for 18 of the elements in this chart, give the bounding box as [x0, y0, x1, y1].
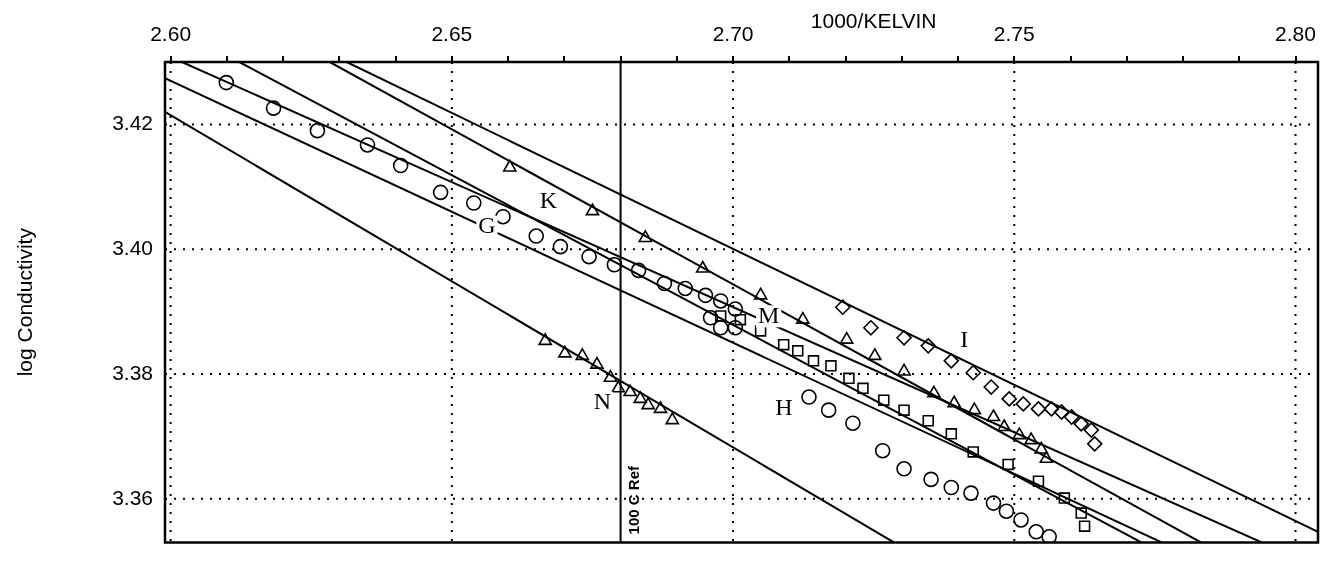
x-tick-label: 2.75	[993, 22, 1035, 46]
y-tick-label: 3.38	[112, 360, 153, 384]
annotation: K	[539, 187, 558, 214]
y-axis-title: log Conductivity	[13, 227, 37, 377]
annotation: G	[478, 212, 496, 239]
x-tick-label: 2.60	[150, 22, 192, 46]
x-tick-label: 2.65	[431, 22, 473, 46]
x-tick-label: 2.70	[712, 22, 754, 46]
annotation: I	[960, 326, 969, 353]
x-tick-label: 2.80	[1275, 22, 1316, 46]
y-tick-label: 3.36	[112, 485, 153, 509]
y-tick-label: 3.42	[112, 111, 153, 135]
annotation: N	[593, 387, 612, 414]
annotation: M	[757, 301, 780, 328]
y-tick-label: 3.40	[112, 235, 153, 259]
ref-line-label: 100 C Ref	[624, 465, 642, 535]
x-axis-title: 1000/KELVIN	[810, 8, 937, 32]
annotation: H	[775, 394, 793, 421]
